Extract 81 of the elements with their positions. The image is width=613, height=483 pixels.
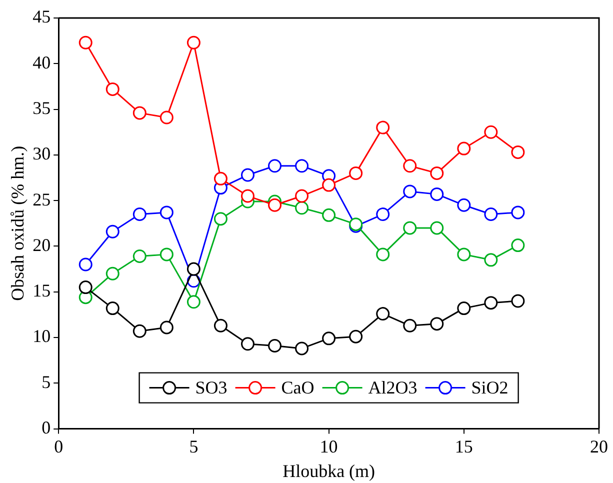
legend-label: SiO2 [471, 378, 508, 398]
point [511, 145, 525, 159]
point [268, 159, 282, 173]
y-tick-label: 35 [32, 98, 51, 118]
point [511, 294, 525, 308]
point [457, 302, 471, 316]
point [403, 159, 417, 173]
point [376, 120, 390, 134]
point [376, 248, 390, 262]
point [78, 36, 92, 50]
point [160, 320, 174, 334]
point [430, 317, 444, 331]
point [322, 332, 336, 346]
y-tick-label: 40 [32, 52, 51, 72]
point [403, 221, 417, 235]
point [376, 307, 390, 321]
x-tick-label: 5 [189, 436, 198, 456]
point [78, 280, 92, 294]
point [484, 296, 498, 310]
point [240, 189, 254, 203]
point [430, 221, 444, 235]
point [457, 142, 471, 156]
point [511, 238, 525, 252]
point [240, 168, 254, 182]
x-tick-label: 0 [54, 436, 64, 456]
legend-label: CaO [281, 378, 314, 398]
point [214, 318, 228, 332]
y-tick-label: 5 [42, 372, 51, 392]
point [160, 206, 174, 220]
point [132, 324, 146, 338]
point [132, 250, 146, 264]
y-tick-label: 25 [32, 189, 51, 210]
point [106, 266, 120, 280]
x-tick-label: 20 [590, 436, 608, 456]
point [295, 189, 309, 203]
x-tick-label: 15 [454, 436, 473, 456]
y-tick-label: 15 [32, 280, 51, 301]
point [160, 248, 174, 262]
point [484, 208, 498, 222]
point [106, 224, 120, 238]
point [186, 36, 200, 50]
x-axis-title: Hloubka (m) [282, 460, 376, 481]
point [132, 106, 146, 120]
point [511, 206, 525, 220]
point [78, 258, 92, 272]
point [349, 166, 363, 180]
point [430, 166, 444, 180]
legend-label: SO3 [195, 378, 228, 398]
point [268, 198, 282, 212]
y-tick-label: 30 [32, 144, 51, 164]
point [160, 110, 174, 124]
y-tick-label: 0 [42, 418, 51, 438]
point [295, 342, 309, 356]
point [457, 248, 471, 262]
point [214, 212, 228, 226]
point [240, 337, 254, 351]
point [132, 208, 146, 222]
x-tick-label: 10 [320, 436, 338, 456]
point [186, 295, 200, 309]
point [403, 318, 417, 332]
point [403, 184, 417, 198]
point [214, 172, 228, 186]
legend-label: Al2O3 [368, 378, 418, 398]
point [322, 178, 336, 192]
point [457, 198, 471, 212]
point [349, 330, 363, 344]
y-tick-label: 10 [32, 326, 51, 346]
point [322, 208, 336, 222]
point [106, 82, 120, 96]
y-tick-label: 20 [32, 234, 51, 255]
point [295, 201, 309, 215]
point [186, 262, 200, 276]
point [268, 338, 282, 352]
y-tick-label: 45 [32, 6, 51, 27]
point [106, 302, 120, 316]
point [484, 125, 498, 139]
point [376, 208, 390, 222]
point [295, 159, 309, 173]
y-axis-title: Obsah oxidů (% hm.) [8, 146, 28, 301]
point [430, 187, 444, 201]
point [484, 253, 498, 267]
